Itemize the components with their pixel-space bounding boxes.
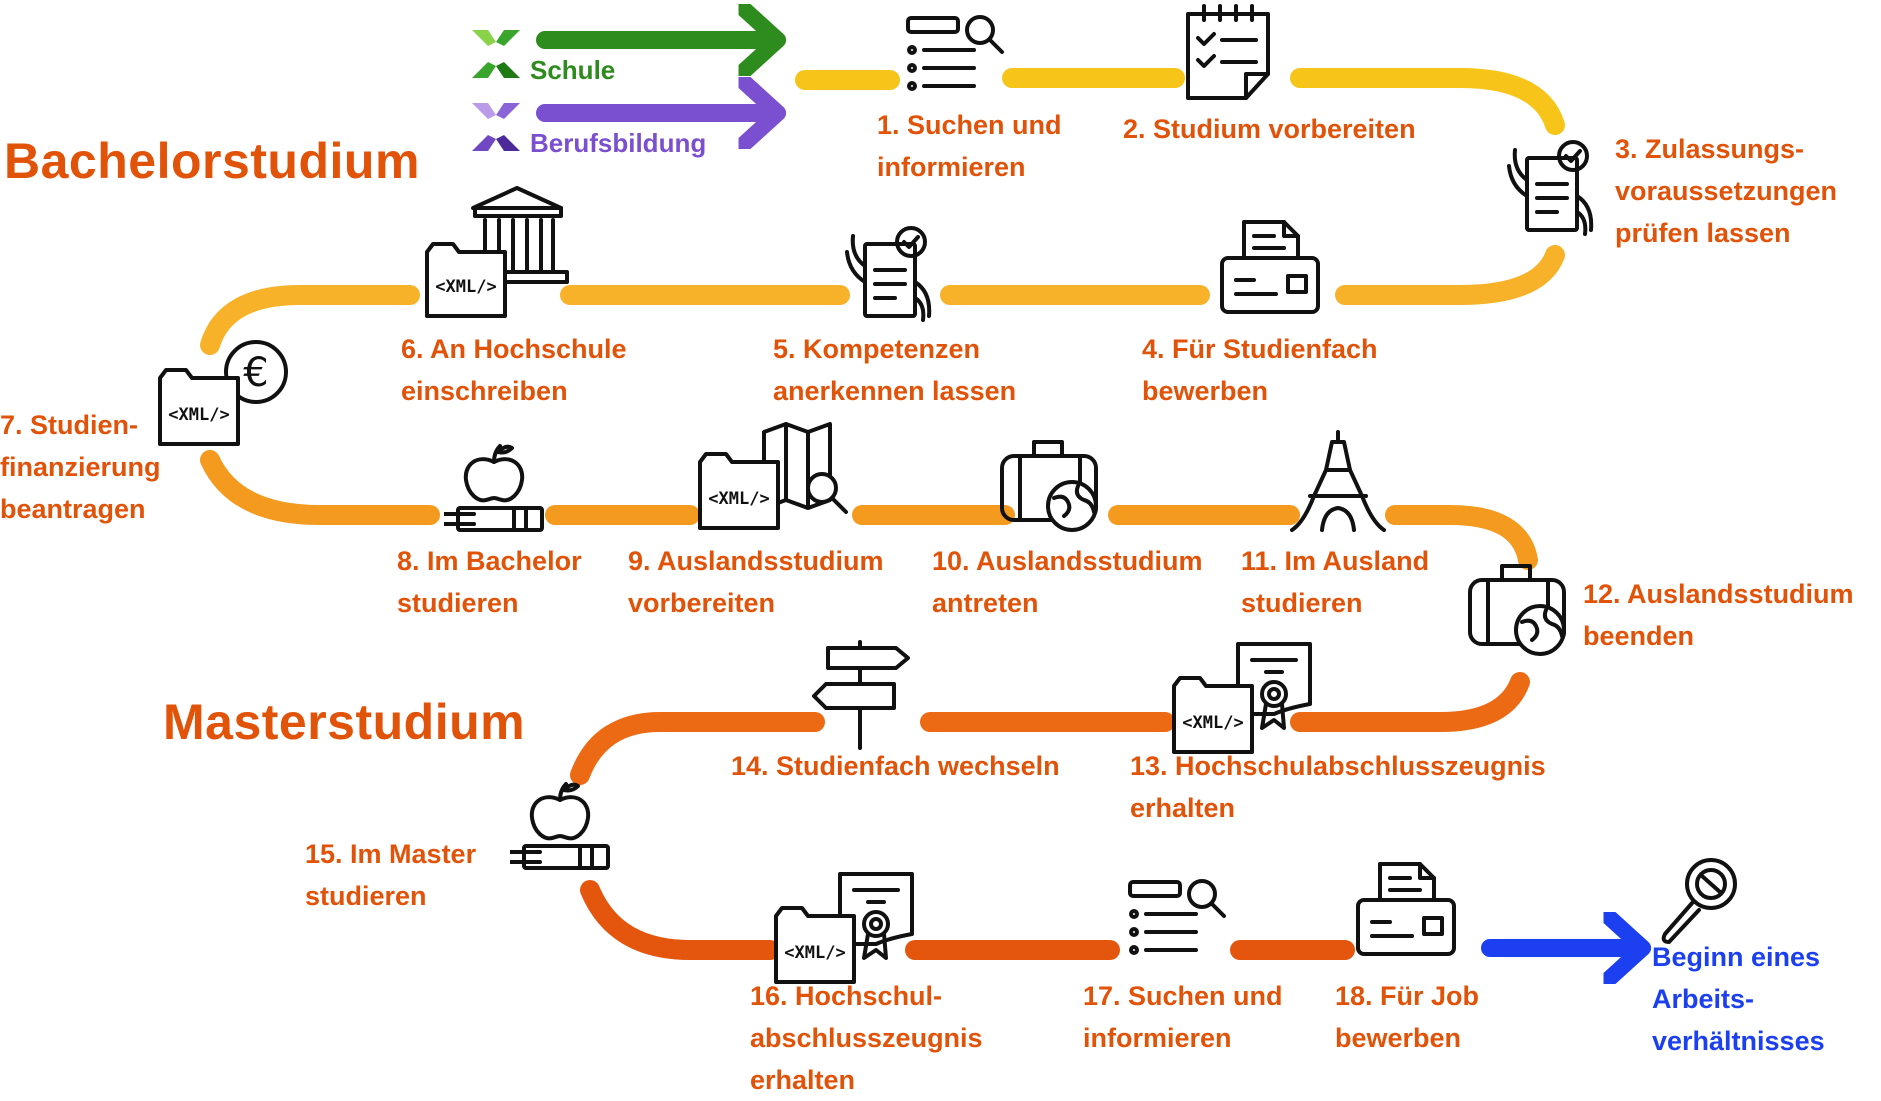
- svg-text:€: €: [243, 350, 268, 396]
- fax-icon: [1218, 218, 1322, 316]
- school-x-icon: [470, 28, 522, 80]
- svg-text:<XML/>: <XML/>: [1182, 713, 1243, 733]
- path-segment-3-4: [1335, 245, 1565, 305]
- checklist-notepad-icon: [1182, 4, 1278, 102]
- step-7-label: 7. Studien-finanzierung beantragen: [0, 410, 161, 524]
- svg-text:<XML/>: <XML/>: [168, 405, 229, 425]
- step-1-label: 1. Suchen und informieren: [877, 110, 1062, 182]
- search-list-icon: [1124, 876, 1228, 964]
- bachelor-section-title: Bachelorstudium: [4, 133, 420, 189]
- eiffel-tower-icon: [1288, 430, 1388, 534]
- step-4-label: 4. Für Studienfach bewerben: [1142, 334, 1378, 406]
- legend-vocational-label: Berufsbildung: [530, 128, 707, 158]
- path-segment-6-7: [200, 285, 420, 355]
- path-segment-15-16: [580, 880, 780, 960]
- luggage-globe-icon: [998, 436, 1104, 534]
- search-list-icon: [902, 12, 1006, 100]
- svg-text:<XML/>: <XML/>: [784, 943, 845, 963]
- step-3-label: 3. Zulassungs-voraussetzungen prüfen lass…: [1615, 134, 1838, 248]
- step-9-label: 9. Auslandsstudium vorbereiten: [628, 546, 884, 618]
- path-segment-2-3: [1290, 68, 1565, 135]
- document-check-hand-icon: [1505, 136, 1605, 236]
- certificate-folder-icon: <XML/>: [1170, 636, 1316, 760]
- euro-folder-icon: € <XML/>: [156, 336, 290, 448]
- path-segment-12-13: [1290, 672, 1530, 732]
- map-search-folder-icon: <XML/>: [696, 422, 852, 532]
- step-18-label: 18. Für Job bewerben: [1335, 981, 1480, 1053]
- step-6-label: 6. An Hochschule einschreiben: [401, 334, 627, 406]
- university-folder-icon: <XML/>: [423, 186, 569, 320]
- svg-text:<XML/>: <XML/>: [435, 277, 496, 297]
- step-15-label: 15. Im Master studieren: [305, 839, 477, 911]
- step-11-label: 11. Im Ausland studieren: [1241, 546, 1430, 618]
- step-14-label: 14. Studienfach wechseln: [731, 751, 1060, 781]
- path-segment-11-12: [1385, 505, 1538, 570]
- master-section-title: Masterstudium: [163, 694, 526, 750]
- luggage-globe-icon: [1466, 560, 1572, 658]
- step-10-label: 10. Auslandsstudium antreten: [932, 546, 1203, 618]
- final-step-label: Beginn eines Arbeits-verhältnisses: [1652, 942, 1825, 1056]
- vocational-x-icon: [470, 101, 522, 153]
- document-check-hand-icon: [843, 222, 943, 322]
- legend-school-label: Schule: [530, 55, 616, 85]
- step-2-label: 2. Studium vorbereiten: [1123, 114, 1416, 144]
- path-segment-14-15: [570, 712, 825, 785]
- path-segment-7-8: [200, 450, 440, 525]
- fax-icon: [1354, 860, 1458, 958]
- certificate-folder-icon: <XML/>: [772, 866, 918, 990]
- step-8-label: 8. Im Bachelor studieren: [397, 546, 582, 618]
- svg-text:<XML/>: <XML/>: [708, 489, 769, 509]
- signpost-icon: [808, 640, 914, 750]
- apple-books-icon: [510, 778, 610, 872]
- step-16-label: 16. Hochschul-abschlusszeugnis erhalten: [750, 981, 983, 1095]
- step-17-label: 17. Suchen und informieren: [1083, 981, 1283, 1053]
- job-search-icon: [1655, 854, 1745, 948]
- step-12-label: 12. Auslandsstudium beenden: [1583, 579, 1854, 651]
- step-13-label: 13. Hochschulabschlusszeugnis erhalten: [1130, 751, 1546, 823]
- apple-books-icon: [444, 440, 544, 534]
- step-5-label: 5. Kompetenzen anerkennen lassen: [773, 334, 1017, 406]
